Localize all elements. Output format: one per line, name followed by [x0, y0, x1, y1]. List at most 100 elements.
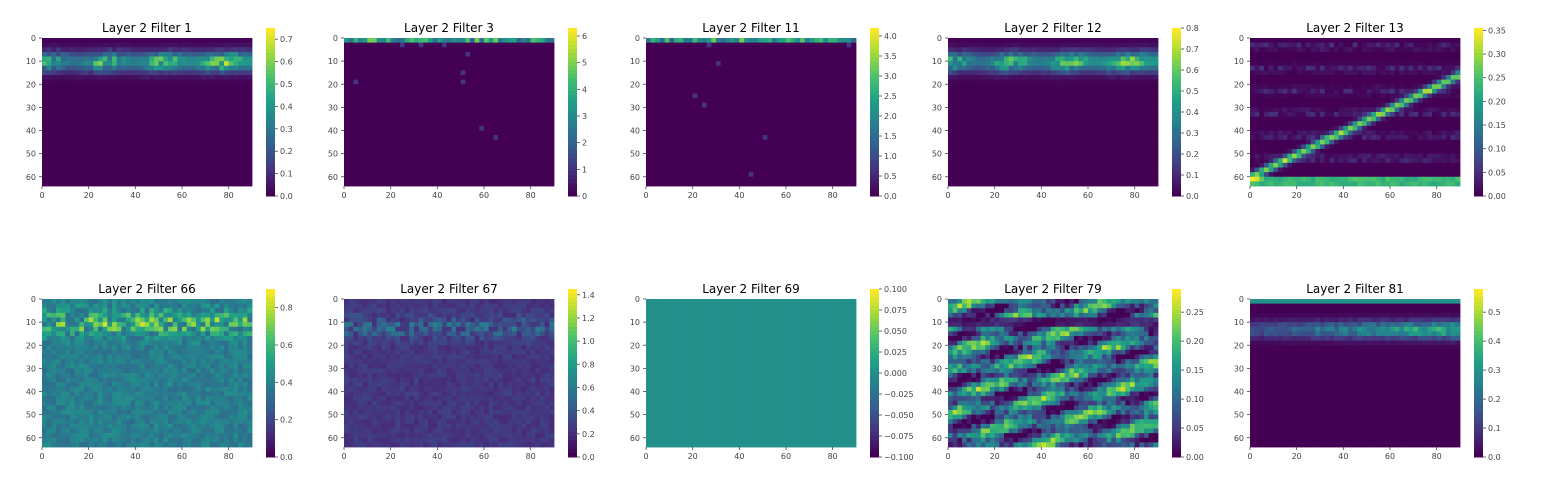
- heatmap-cell: [795, 65, 801, 71]
- heatmap-cell: [720, 181, 726, 187]
- heatmap-cell: [488, 42, 494, 48]
- heatmap-cell: [790, 88, 796, 94]
- heatmap-cell: [734, 61, 740, 67]
- heatmap-cell: [549, 181, 555, 187]
- heatmap-cell: [683, 79, 689, 85]
- heatmap-cell: [404, 47, 410, 53]
- heatmap-cell: [823, 51, 829, 57]
- heatmap-cell: [814, 79, 820, 85]
- heatmap-cell: [205, 130, 211, 136]
- heatmap-cell: [730, 162, 736, 168]
- heatmap-cell: [409, 139, 415, 145]
- heatmap-cell: [182, 144, 188, 150]
- heatmap-cell: [823, 84, 829, 90]
- heatmap-cell: [711, 98, 717, 104]
- heatmap-cell: [1069, 56, 1075, 62]
- heatmap-cell: [474, 56, 480, 62]
- heatmap-cell: [144, 65, 150, 71]
- heatmap-cell: [800, 167, 806, 173]
- heatmap-cell: [121, 181, 127, 187]
- heatmap-cell: [692, 88, 698, 94]
- heatmap-cell: [210, 38, 216, 44]
- heatmap-cell: [238, 158, 244, 164]
- heatmap-cell: [196, 107, 202, 113]
- heatmap-cell: [451, 65, 457, 71]
- heatmap-cell: [60, 98, 66, 104]
- heatmap-cell: [432, 93, 438, 99]
- heatmap-cell: [474, 176, 480, 182]
- heatmap-cell: [688, 47, 694, 53]
- heatmap-cell: [242, 98, 248, 104]
- heatmap-cell: [498, 112, 504, 118]
- heatmap-cell: [530, 107, 536, 113]
- heatmap-cell: [1083, 75, 1089, 81]
- heatmap-cell: [456, 172, 462, 178]
- heatmap-cell: [526, 70, 532, 76]
- heatmap-cell: [196, 162, 202, 168]
- heatmap-cell: [716, 158, 722, 164]
- heatmap-cell: [739, 79, 745, 85]
- heatmap-cell: [112, 112, 118, 118]
- heatmap-cell: [414, 130, 420, 136]
- heatmap-cell: [688, 144, 694, 150]
- heatmap-cell: [846, 139, 852, 145]
- heatmap-cell: [135, 38, 141, 44]
- heatmap-cell: [51, 135, 57, 141]
- heatmap-cell: [758, 158, 764, 164]
- heatmap-cell: [823, 112, 829, 118]
- heatmap-cell: [418, 70, 424, 76]
- heatmap-cell: [516, 112, 522, 118]
- heatmap-cell: [999, 38, 1005, 44]
- heatmap-cell: [409, 84, 415, 90]
- heatmap-cell: [376, 116, 382, 122]
- heatmap-cell: [711, 93, 717, 99]
- heatmap-cell: [247, 88, 253, 94]
- heatmap-cell: [544, 158, 550, 164]
- heatmap-cell: [442, 130, 448, 136]
- heatmap-cell: [814, 70, 820, 76]
- heatmap-cell: [786, 88, 792, 94]
- heatmap-cell: [484, 112, 490, 118]
- heatmap-cell: [720, 56, 726, 62]
- heatmap-cell: [1050, 51, 1056, 57]
- heatmap-cell: [348, 176, 354, 182]
- heatmap-cell: [702, 47, 708, 53]
- heatmap-cell: [814, 112, 820, 118]
- heatmap-cell: [404, 139, 410, 145]
- heatmap-cell: [683, 162, 689, 168]
- heatmap-cell: [56, 65, 62, 71]
- heatmap-cell: [238, 88, 244, 94]
- heatmap-cell: [706, 162, 712, 168]
- heatmap-cell: [730, 172, 736, 178]
- heatmap-cell: [507, 130, 513, 136]
- heatmap-cell: [678, 61, 684, 67]
- heatmap-cell: [688, 70, 694, 76]
- heatmap-cell: [744, 153, 750, 159]
- heatmap-cell: [498, 139, 504, 145]
- heatmap-cell: [224, 144, 230, 150]
- heatmap-cell: [716, 172, 722, 178]
- heatmap-cell: [758, 61, 764, 67]
- heatmap-cell: [516, 38, 522, 44]
- heatmap-cell: [353, 88, 359, 94]
- heatmap-cell: [730, 102, 736, 108]
- heatmap-cell: [367, 107, 373, 113]
- heatmap-cell: [88, 158, 94, 164]
- heatmap-cell: [790, 84, 796, 90]
- heatmap-cell: [716, 176, 722, 182]
- heatmap-cell: [238, 112, 244, 118]
- heatmap-cell: [948, 65, 954, 71]
- heatmap-cell: [744, 65, 750, 71]
- heatmap-cell: [200, 107, 206, 113]
- heatmap-cell: [502, 38, 508, 44]
- heatmap-cell: [168, 176, 174, 182]
- heatmap-cell: [74, 98, 80, 104]
- heatmap-cell: [1069, 75, 1075, 81]
- heatmap-cell: [800, 153, 806, 159]
- heatmap-cell: [512, 47, 518, 53]
- heatmap-cell: [669, 47, 675, 53]
- heatmap-cell: [362, 162, 368, 168]
- heatmap-cell: [758, 139, 764, 145]
- heatmap-cell: [669, 70, 675, 76]
- heatmap-cell: [753, 130, 759, 136]
